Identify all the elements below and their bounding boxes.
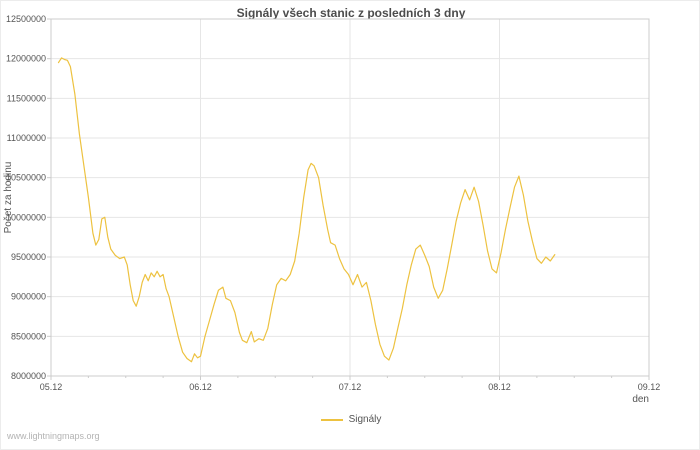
y-tick-label: 9000000 [11, 292, 46, 302]
y-tick-label: 9500000 [11, 252, 46, 262]
chart-legend: Signály [1, 414, 700, 425]
y-tick-label: 11500000 [7, 93, 46, 103]
legend-label: Signály [348, 414, 382, 425]
series-line-signaly [57, 57, 556, 363]
y-tick-label: 8000000 [11, 371, 46, 381]
y-axis-label: Počet za hodinu [3, 162, 14, 234]
y-tick-label: 12000000 [6, 54, 46, 64]
y-tick-label: 12500000 [6, 14, 46, 24]
x-axis-label: den [632, 394, 649, 405]
line-chart: 8000000 8500000 9000000 9500000 10000000 1050… [3, 14, 661, 405]
y-tick-label: 10500000 [6, 173, 46, 183]
y-tick-label: 11000000 [7, 133, 46, 143]
y-tick-label: 10000000 [6, 212, 46, 222]
legend-line-swatch [320, 418, 343, 421]
y-tick-label: 8500000 [11, 331, 46, 341]
x-tick-label: 06.12 [189, 382, 212, 392]
chart-title: Signály všech stanic z posledních 3 dny [236, 6, 466, 20]
x-tick-label: 07.12 [339, 382, 362, 392]
x-tick-label: 08.12 [488, 382, 511, 392]
x-tick-label: 09.12 [638, 382, 661, 392]
watermark-text: www.lightningmaps.org [7, 431, 100, 441]
x-tick-label: 05.12 [40, 382, 63, 392]
